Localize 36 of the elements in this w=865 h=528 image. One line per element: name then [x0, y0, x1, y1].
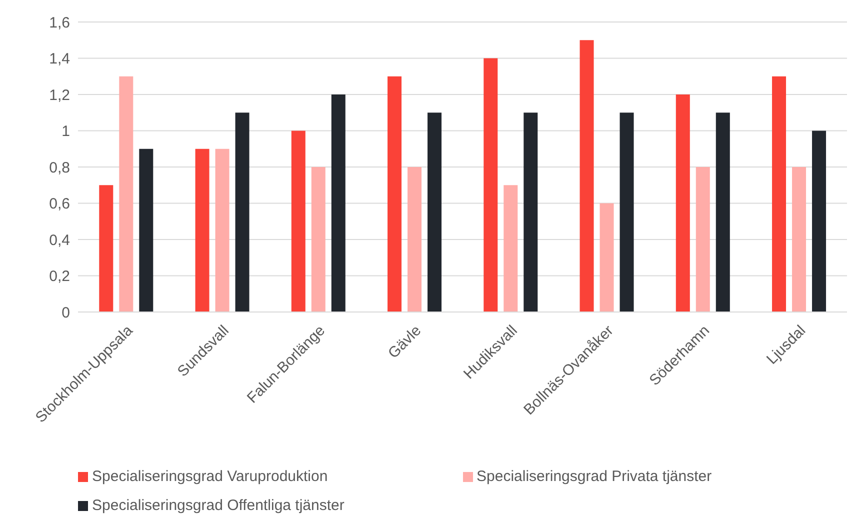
- bar: [696, 167, 710, 312]
- y-tick-label: 1,6: [49, 14, 70, 32]
- bar: [331, 94, 346, 312]
- bar: [388, 76, 402, 312]
- y-tick-label: 1,2: [49, 86, 70, 104]
- bar: [139, 148, 154, 312]
- bar: [99, 185, 114, 312]
- bar: [504, 185, 518, 312]
- y-tick-label: 0: [62, 304, 70, 322]
- legend-label: Specialiseringsgrad Privata tjänster: [476, 468, 713, 485]
- bar: [311, 167, 326, 312]
- y-tick-label: 1: [62, 123, 70, 140]
- bar: [291, 130, 306, 312]
- bar: [792, 167, 806, 312]
- bar: [408, 167, 422, 312]
- bar: [676, 94, 690, 312]
- bar: [215, 148, 230, 312]
- bar: [235, 112, 250, 312]
- y-tick-label: 0,6: [49, 196, 70, 213]
- y-tick-label: 0,2: [49, 268, 70, 286]
- bar: [772, 76, 786, 312]
- bar: [580, 40, 594, 312]
- bar: [195, 148, 210, 312]
- bar: [119, 76, 134, 312]
- y-tick-label: 0,8: [49, 159, 70, 176]
- y-tick-label: 0,4: [49, 232, 70, 249]
- bar: [428, 112, 442, 312]
- bar: [812, 130, 826, 312]
- bar: [600, 203, 614, 312]
- bar: [524, 112, 538, 312]
- y-tick-label: 1,4: [49, 50, 70, 68]
- legend-label: Specialiseringsgrad Offentliga tjänster: [91, 497, 346, 514]
- bar: [620, 112, 634, 312]
- bar: [484, 58, 498, 312]
- bar: [716, 112, 730, 312]
- legend-label: Specialiseringsgrad Varuproduktion: [91, 468, 329, 485]
